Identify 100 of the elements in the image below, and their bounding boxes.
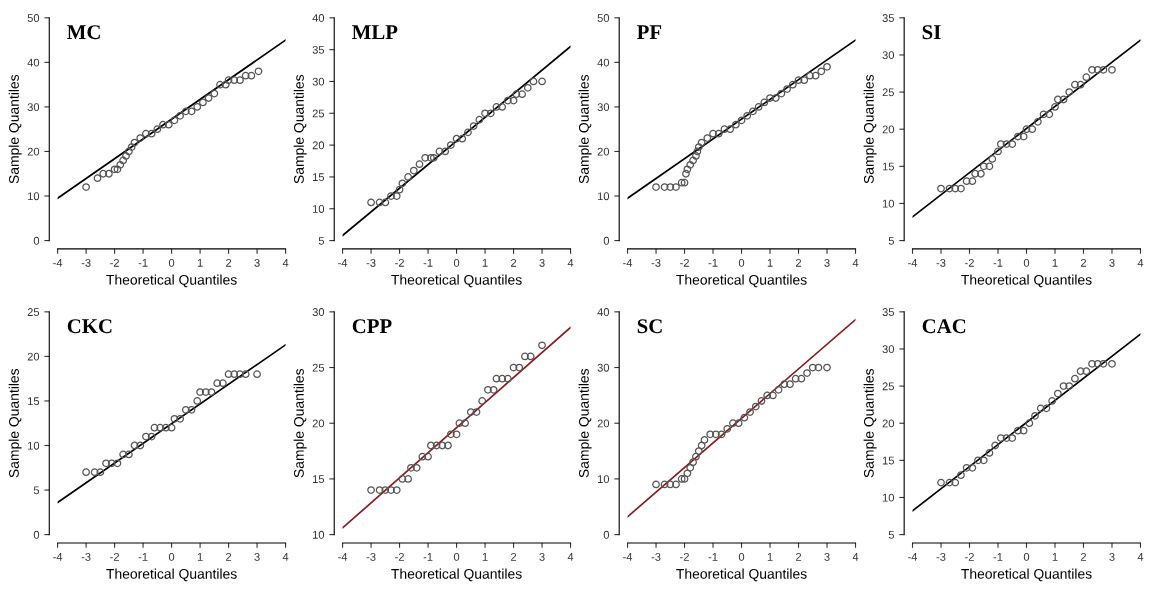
x-tick-label: 2 xyxy=(226,258,232,267)
y-tick-label: 20 xyxy=(312,141,325,150)
y-tick-label: 25 xyxy=(882,382,894,391)
x-tick-label: 3 xyxy=(1109,258,1115,267)
y-axis-title: Sample Quantiles xyxy=(578,368,592,478)
y-tick-label: 15 xyxy=(882,456,894,465)
x-tick-label: 3 xyxy=(824,552,830,561)
x-tick-label: 3 xyxy=(254,258,260,267)
x-tick-label: 2 xyxy=(511,258,517,267)
x-tick-label: -3 xyxy=(651,552,661,561)
x-tick-label: -1 xyxy=(993,553,1003,561)
x-tick-label: 0 xyxy=(1023,258,1030,267)
chart-title: SC xyxy=(637,319,662,334)
x-tick-label: -4 xyxy=(623,553,633,561)
x-tick-label: -3 xyxy=(366,258,376,267)
y-axis-title: Sample Quantiles xyxy=(293,74,307,184)
chart-title: PF xyxy=(637,25,662,39)
x-tick-label: -2 xyxy=(680,552,689,561)
y-axis-title: Sample Quantiles xyxy=(863,368,877,478)
x-tick-label: -3 xyxy=(81,258,91,267)
y-tick-label: 30 xyxy=(882,51,895,60)
y-tick-label: 5 xyxy=(888,236,894,245)
y-tick-label: 20 xyxy=(312,419,325,428)
y-tick-label: 10 xyxy=(882,493,895,502)
x-tick-label: -4 xyxy=(623,259,633,267)
y-tick-label: 0 xyxy=(33,530,40,539)
chart-title: MC xyxy=(67,25,100,40)
y-tick-label: 30 xyxy=(597,103,610,112)
y-axis-title: Sample Quantiles xyxy=(863,74,877,184)
chart-title: CKC xyxy=(67,319,112,334)
x-tick-label: 4 xyxy=(1137,259,1144,267)
x-tick-label: 0 xyxy=(738,552,745,561)
x-tick-label: -1 xyxy=(708,259,718,267)
x-tick-label: -3 xyxy=(366,552,376,561)
x-tick-label: 2 xyxy=(795,552,802,561)
x-tick-label: 0 xyxy=(168,552,175,561)
chart-title: CAC xyxy=(922,319,966,334)
x-tick-label: -2 xyxy=(110,258,119,267)
x-tick-label: -1 xyxy=(708,553,718,561)
y-tick-label: 40 xyxy=(597,308,610,316)
y-tick-label: 30 xyxy=(27,103,40,112)
x-tick-label: 0 xyxy=(1023,552,1030,561)
y-tick-label: 35 xyxy=(882,14,894,22)
x-tick-label: -1 xyxy=(138,553,148,561)
x-tick-label: 0 xyxy=(168,258,175,267)
x-tick-label: 1 xyxy=(767,553,773,561)
y-tick-label: 0 xyxy=(33,236,40,245)
y-tick-label: 50 xyxy=(27,14,40,22)
x-axis-title: Theoretical Quantiles xyxy=(391,568,522,582)
x-tick-label: 3 xyxy=(539,258,545,267)
x-tick-label: -1 xyxy=(423,553,433,561)
y-tick-label: 25 xyxy=(27,308,40,316)
y-tick-label: 40 xyxy=(27,58,40,67)
y-tick-label: 30 xyxy=(312,77,325,86)
x-tick-label: -1 xyxy=(423,259,433,267)
x-tick-label: -4 xyxy=(53,553,63,561)
x-tick-label: 4 xyxy=(1137,553,1144,561)
x-tick-label: -3 xyxy=(651,258,661,267)
x-tick-label: -2 xyxy=(965,258,974,267)
y-tick-label: 10 xyxy=(28,192,40,201)
y-tick-label: 0 xyxy=(603,236,610,245)
x-tick-label: -3 xyxy=(936,552,946,561)
x-tick-label: -3 xyxy=(81,552,91,561)
x-axis-title: Theoretical Quantiles xyxy=(106,568,237,582)
x-tick-label: -4 xyxy=(908,259,918,267)
x-axis-title: Theoretical Quantiles xyxy=(391,274,522,288)
x-tick-label: 2 xyxy=(511,552,517,561)
x-axis-title: Theoretical Quantiles xyxy=(961,274,1092,288)
y-tick-label: 50 xyxy=(597,14,610,22)
y-tick-label: 20 xyxy=(27,352,40,361)
x-tick-label: 2 xyxy=(1080,258,1087,267)
y-tick-label: 35 xyxy=(882,308,894,316)
y-tick-label: 40 xyxy=(312,14,325,22)
chart-title: CPP xyxy=(352,319,392,334)
x-tick-label: 4 xyxy=(567,553,574,561)
x-tick-label: 4 xyxy=(852,553,859,561)
y-tick-label: 10 xyxy=(597,475,610,484)
y-tick-label: 5 xyxy=(33,486,40,495)
y-tick-label: 30 xyxy=(882,345,895,354)
chart-title: MLP xyxy=(352,25,398,39)
y-axis-title: Sample Quantiles xyxy=(578,74,592,184)
x-tick-label: 3 xyxy=(539,552,545,561)
y-tick-label: 20 xyxy=(882,419,895,428)
x-tick-label: 0 xyxy=(453,258,460,267)
chart-title: SI xyxy=(922,25,941,40)
y-tick-label: 15 xyxy=(882,162,894,171)
x-tick-label: 4 xyxy=(282,259,289,267)
y-tick-label: 10 xyxy=(882,199,895,208)
y-tick-label: 10 xyxy=(313,530,325,539)
x-tick-label: 1 xyxy=(482,259,488,267)
x-tick-label: -2 xyxy=(395,552,404,561)
y-tick-label: 20 xyxy=(597,147,610,156)
x-tick-label: 4 xyxy=(852,259,859,267)
y-tick-label: 35 xyxy=(312,45,325,54)
x-tick-label: -1 xyxy=(993,259,1003,267)
x-tick-label: 3 xyxy=(1109,552,1115,561)
x-tick-label: 0 xyxy=(453,552,460,561)
x-axis-title: Theoretical Quantiles xyxy=(676,274,807,288)
x-tick-label: 4 xyxy=(567,259,574,267)
x-tick-label: 4 xyxy=(282,553,289,561)
